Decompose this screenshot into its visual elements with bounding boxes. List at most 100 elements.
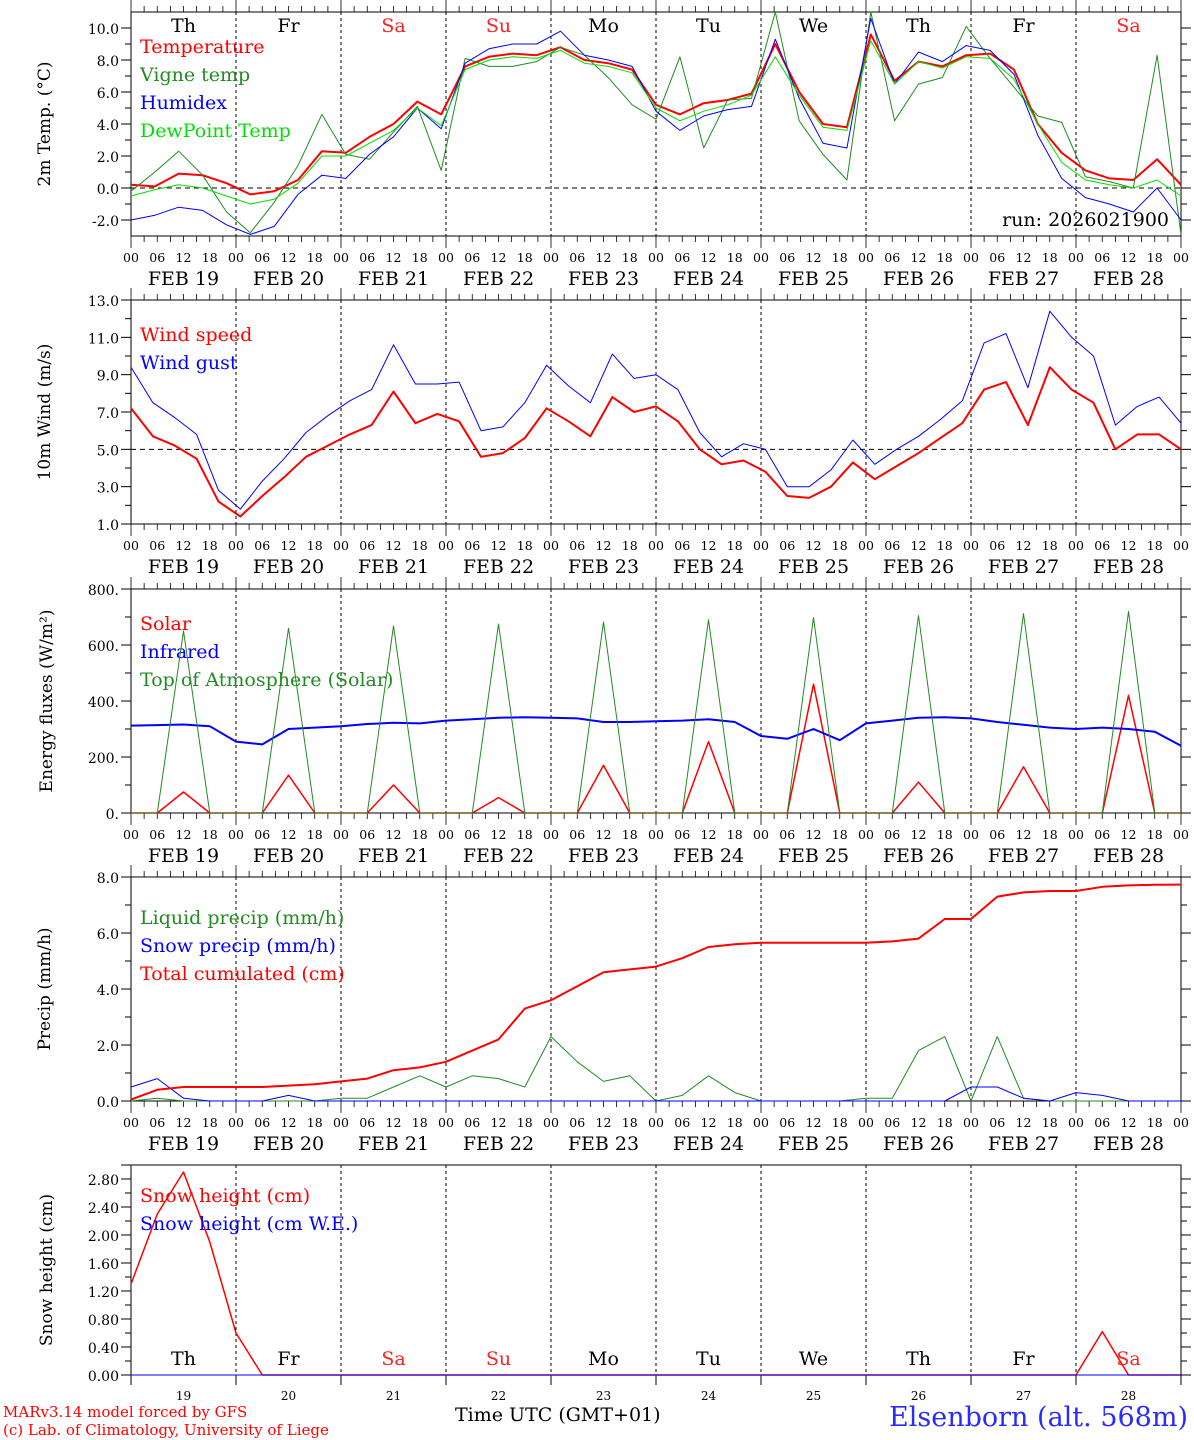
y-tick-label: 600. xyxy=(88,639,119,655)
hour-tick-label: 18 xyxy=(937,1115,953,1130)
hour-tick-label: 06 xyxy=(359,250,375,265)
date-label: FEB 21 xyxy=(358,556,429,578)
weekday-label: Th xyxy=(906,15,931,37)
hour-tick-label: 18 xyxy=(1147,1115,1163,1130)
date-label: FEB 24 xyxy=(673,1133,744,1155)
hour-tick-label: 12 xyxy=(386,827,402,842)
y-tick-label: 200. xyxy=(88,751,119,767)
date-label: FEB 27 xyxy=(988,556,1059,578)
y-tick-label: 800. xyxy=(88,583,119,599)
hour-tick-label: 06 xyxy=(779,250,795,265)
hour-tick-label: 06 xyxy=(464,827,480,842)
y-tick-label: 9.0 xyxy=(97,369,119,385)
weekday-label: Fr xyxy=(1012,15,1035,37)
hour-tick-label: 00 xyxy=(1173,538,1189,553)
hour-tick-label: 12 xyxy=(596,250,612,265)
date-label: FEB 28 xyxy=(1093,556,1164,578)
hour-tick-label: 00 xyxy=(543,827,559,842)
hour-tick-label: 12 xyxy=(386,538,402,553)
weekday-label: Su xyxy=(486,15,511,37)
hour-tick-label: 06 xyxy=(149,1115,165,1130)
date-label: FEB 20 xyxy=(253,556,324,578)
y-tick-label: 1.20 xyxy=(88,1285,119,1301)
hour-tick-label: 12 xyxy=(1016,827,1032,842)
legend-entry: Top of Atmosphere (Solar) xyxy=(140,669,393,691)
hour-tick-label: 00 xyxy=(438,538,454,553)
date-label: FEB 24 xyxy=(673,845,744,867)
hour-tick-label: 18 xyxy=(1042,827,1058,842)
weekday-label: Fr xyxy=(277,15,300,37)
weekday-label: Th xyxy=(171,15,196,37)
hour-tick-label: 18 xyxy=(622,1115,638,1130)
hour-tick-label: 12 xyxy=(176,1115,192,1130)
series-line-wind-gust xyxy=(130,310,1182,510)
panel-energy: 0. 200. 400. 600. 800. Energy fluxes (W/m²) 00… xyxy=(37,577,1191,867)
date-label: FEB 25 xyxy=(778,1133,849,1155)
date-label: FEB 28 xyxy=(1093,845,1164,867)
hour-tick-label: 06 xyxy=(884,827,900,842)
hour-tick-label: 18 xyxy=(937,827,953,842)
hour-tick-label: 06 xyxy=(1094,538,1110,553)
legend-entry: Snow precip (mm/h) xyxy=(140,935,336,957)
hour-tick-label: 00 xyxy=(648,538,664,553)
date-label: FEB 27 xyxy=(988,1133,1059,1155)
plot-frame xyxy=(130,299,1182,525)
date-label: FEB 21 xyxy=(358,268,429,290)
hour-tick-label: 00 xyxy=(123,827,139,842)
day-number-label: 21 xyxy=(386,1389,401,1403)
hour-tick-label: 12 xyxy=(176,827,192,842)
hour-tick-label: 06 xyxy=(1094,1115,1110,1130)
hour-tick-label: 00 xyxy=(753,538,769,553)
hour-tick-label: 18 xyxy=(832,250,848,265)
hour-tick-label: 18 xyxy=(727,538,743,553)
hour-tick-label: 12 xyxy=(1016,538,1032,553)
hour-tick-label: 12 xyxy=(281,538,297,553)
y-tick-label: 4.0 xyxy=(97,983,119,999)
hour-tick-label: 06 xyxy=(569,827,585,842)
y-tick-label: 13.0 xyxy=(88,294,119,310)
hour-tick-label: 00 xyxy=(543,538,559,553)
series-line-humidex xyxy=(130,17,1182,235)
day-number-label: 24 xyxy=(701,1389,717,1403)
hour-tick-label: 18 xyxy=(307,1115,323,1130)
date-label: FEB 26 xyxy=(883,268,954,290)
y-axis-title: Snow height (cm) xyxy=(37,1194,57,1346)
hour-tick-label: 00 xyxy=(1068,1115,1084,1130)
legend-entry: Solar xyxy=(140,613,192,635)
weekday-label: Th xyxy=(171,1348,196,1370)
weekday-label: Fr xyxy=(1012,1348,1035,1370)
hour-tick-label: 00 xyxy=(438,827,454,842)
hour-tick-label: 18 xyxy=(517,827,533,842)
hour-tick-label: 12 xyxy=(386,250,402,265)
hour-tick-label: 18 xyxy=(202,1115,218,1130)
hour-tick-label: 00 xyxy=(963,827,979,842)
y-tick-label: 6.0 xyxy=(97,86,119,102)
date-label: FEB 20 xyxy=(253,268,324,290)
legend-entry: Snow height (cm) xyxy=(140,1185,310,1207)
hour-tick-label: 18 xyxy=(307,250,323,265)
y-tick-label: 2.80 xyxy=(88,1173,119,1189)
y-tick-label: 2.40 xyxy=(88,1201,119,1217)
x-axis-title: Time UTC (GMT+01) xyxy=(455,1404,661,1426)
hour-tick-label: 00 xyxy=(1173,1115,1189,1130)
hour-tick-label: 12 xyxy=(1121,827,1137,842)
hour-tick-label: 00 xyxy=(333,538,349,553)
hour-tick-label: 12 xyxy=(491,250,507,265)
station-title: Elsenborn (alt. 568m) xyxy=(889,1402,1188,1433)
date-label: FEB 25 xyxy=(778,845,849,867)
date-label: FEB 20 xyxy=(253,845,324,867)
hour-tick-label: 18 xyxy=(727,827,743,842)
weekday-label: Mo xyxy=(588,1348,619,1370)
hour-tick-label: 06 xyxy=(884,538,900,553)
hour-tick-label: 18 xyxy=(517,1115,533,1130)
date-label: FEB 19 xyxy=(148,1133,219,1155)
hour-tick-label: 18 xyxy=(1042,538,1058,553)
day-number-label: 26 xyxy=(911,1389,926,1403)
hour-tick-label: 18 xyxy=(202,250,218,265)
hour-tick-label: 18 xyxy=(412,250,428,265)
run-label: run: 2026021900 xyxy=(1002,209,1169,231)
y-tick-label: 0.0 xyxy=(97,1095,119,1111)
hour-tick-label: 06 xyxy=(1094,827,1110,842)
date-label: FEB 25 xyxy=(778,556,849,578)
day-number-label: 28 xyxy=(1121,1389,1136,1403)
